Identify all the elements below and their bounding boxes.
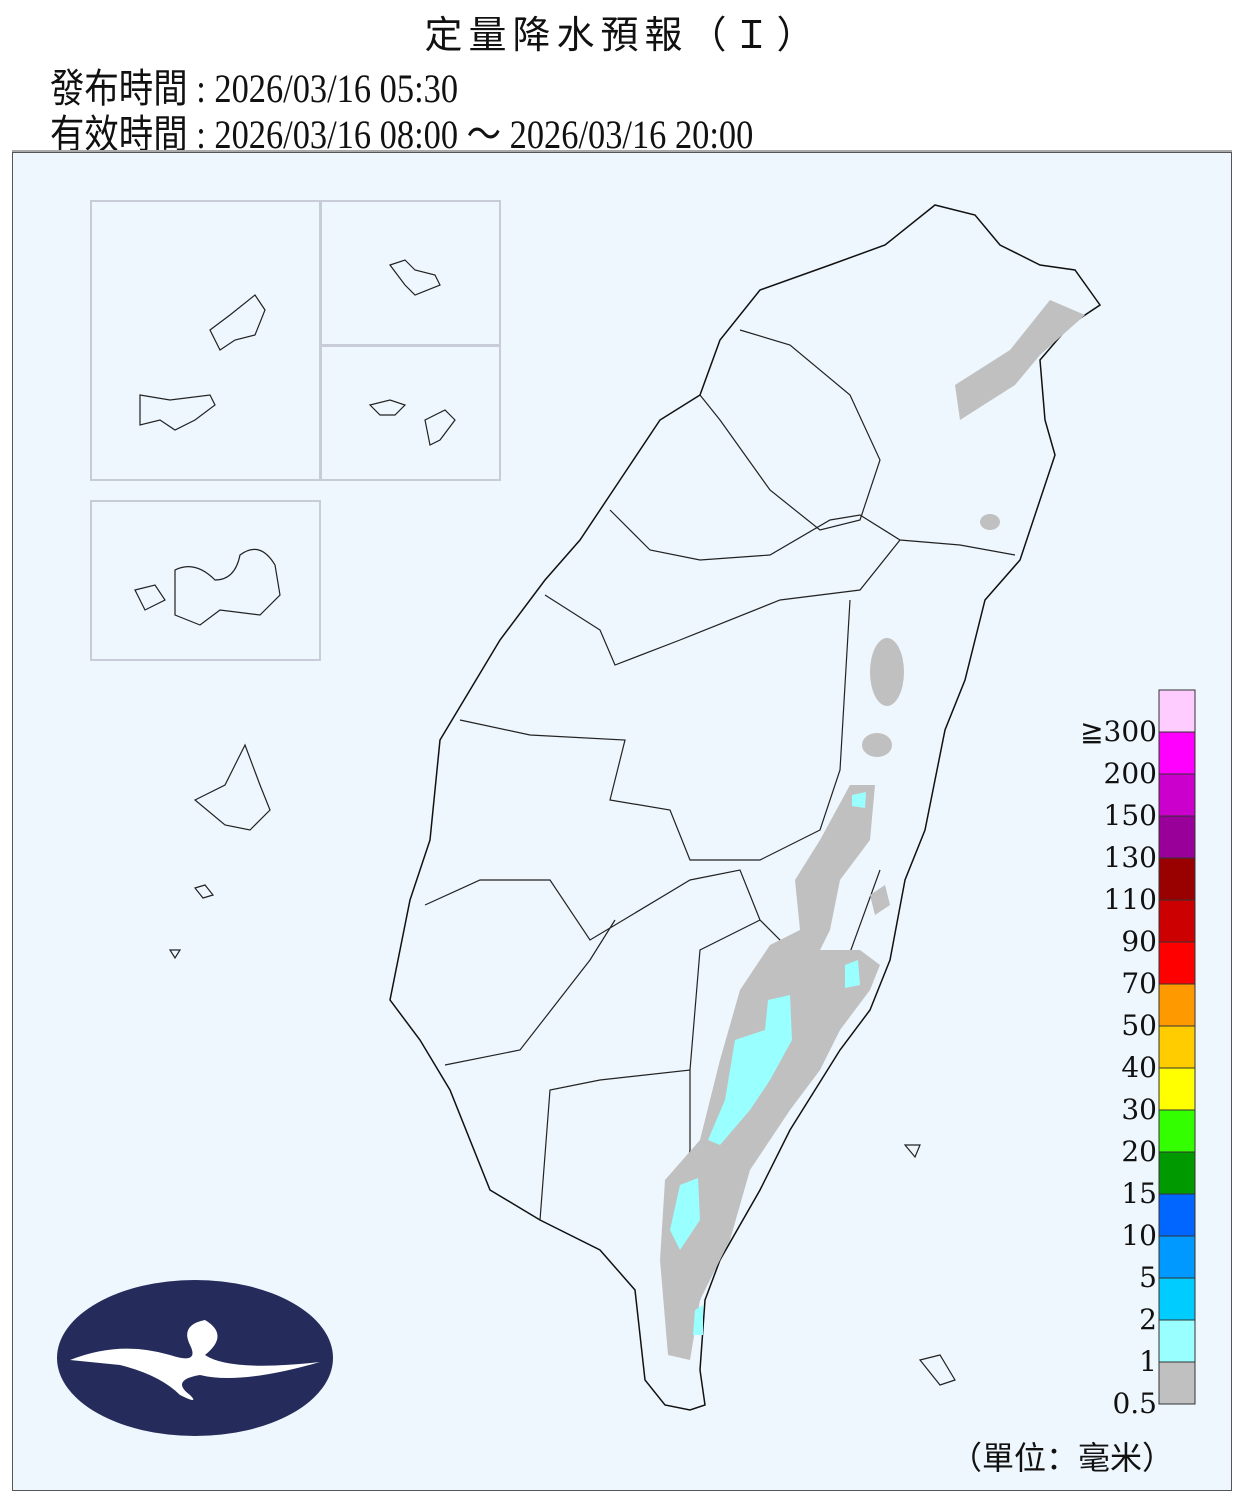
inset-boxes bbox=[90, 200, 501, 661]
map-title: 定量降水預報（Ｉ） bbox=[424, 13, 821, 57]
inset-wuqiu bbox=[320, 200, 501, 346]
legend-swatch bbox=[1158, 1361, 1196, 1405]
legend-label: 40 bbox=[1121, 1051, 1157, 1084]
precip-cyan bbox=[845, 960, 860, 988]
legend-label: ≧300 bbox=[1080, 715, 1157, 748]
precip-gray bbox=[870, 638, 904, 706]
island bbox=[389, 259, 441, 296]
legend-swatch bbox=[1158, 857, 1196, 901]
legend-swatch bbox=[1158, 731, 1196, 775]
legend-swatch bbox=[1158, 1235, 1196, 1279]
legend-swatch bbox=[1158, 1025, 1196, 1069]
inset-kinmen bbox=[90, 500, 321, 661]
legend-label: 70 bbox=[1121, 967, 1157, 1000]
valid-time-line: 有效時間 : 2026/03/16 08:00 ～ 2026/03/16 20:… bbox=[50, 112, 754, 157]
island bbox=[168, 884, 956, 1386]
legend-label: 1 bbox=[1139, 1345, 1157, 1378]
county-borders bbox=[424, 329, 1016, 1301]
valid-label: 有效時間 bbox=[50, 112, 188, 157]
legend-swatch bbox=[1158, 773, 1196, 817]
inset-dongyin bbox=[320, 345, 501, 481]
legend-unit: （單位：毫米） bbox=[950, 1439, 1175, 1477]
kinmen bbox=[134, 548, 281, 626]
legend-label: 200 bbox=[1103, 757, 1157, 790]
legend-swatch bbox=[1158, 1277, 1196, 1321]
precip-gray bbox=[862, 733, 892, 757]
valid-time: 2026/03/16 08:00 ～ 2026/03/16 20:00 bbox=[214, 112, 754, 157]
precip-gray bbox=[955, 300, 1085, 420]
legend-label: 0.5 bbox=[1112, 1387, 1157, 1420]
legend-swatch bbox=[1158, 983, 1196, 1027]
legend-label: 20 bbox=[1121, 1135, 1157, 1168]
issue-time: 2026/03/16 05:30 bbox=[214, 66, 459, 111]
taiwan-outline bbox=[389, 204, 1102, 1411]
legend-label: 10 bbox=[1121, 1219, 1157, 1252]
legend-swatch bbox=[1158, 1109, 1196, 1153]
legend-swatch bbox=[1158, 1319, 1196, 1363]
precip-areas bbox=[660, 300, 1085, 1360]
legend-swatch bbox=[1158, 815, 1196, 859]
legend-label: 90 bbox=[1121, 925, 1157, 958]
cwa-logo bbox=[57, 1280, 333, 1436]
precip-gray bbox=[870, 885, 890, 915]
penghu bbox=[193, 743, 271, 831]
legend-swatch bbox=[1158, 1067, 1196, 1111]
legend-label: 130 bbox=[1103, 841, 1157, 874]
legend-label: 2 bbox=[1139, 1303, 1157, 1336]
legend-label: 50 bbox=[1121, 1009, 1157, 1042]
inset-matsu bbox=[90, 200, 321, 481]
legend-colorbar bbox=[1158, 689, 1196, 1405]
legend-swatch bbox=[1158, 689, 1196, 733]
precip-cyan bbox=[670, 1178, 700, 1250]
outlying-islands bbox=[134, 259, 956, 1386]
legend-label: 5 bbox=[1139, 1261, 1157, 1294]
legend-swatch bbox=[1158, 1151, 1196, 1195]
island bbox=[139, 394, 216, 431]
legend-label: 15 bbox=[1121, 1177, 1157, 1210]
precip-cyan bbox=[852, 792, 866, 808]
island bbox=[368, 399, 456, 446]
issue-label: 發布時間 bbox=[50, 66, 188, 111]
precip-gray bbox=[980, 514, 1000, 530]
legend-label: 150 bbox=[1103, 799, 1157, 832]
precip-cyan bbox=[708, 995, 792, 1145]
legend-swatch bbox=[1158, 941, 1196, 985]
island bbox=[209, 294, 266, 351]
legend-swatch bbox=[1158, 899, 1196, 943]
legend-label: 110 bbox=[1103, 883, 1157, 916]
issue-time-line: 發布時間 : 2026/03/16 05:30 bbox=[50, 66, 459, 111]
legend-swatch bbox=[1158, 1193, 1196, 1237]
precip-cyan bbox=[693, 1305, 703, 1335]
legend-label: 30 bbox=[1121, 1093, 1157, 1126]
